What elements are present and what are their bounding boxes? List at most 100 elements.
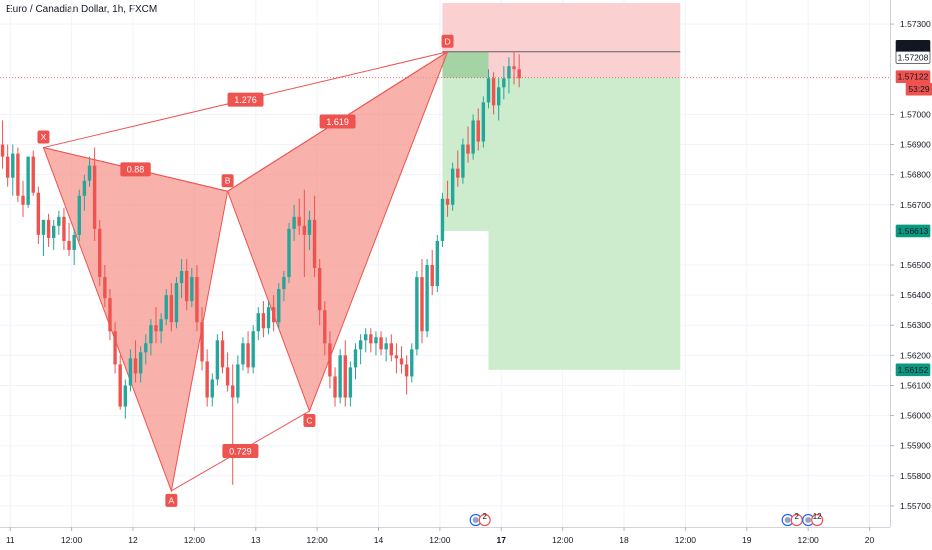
candle-body[interactable]	[266, 307, 271, 329]
candle-body[interactable]	[277, 289, 281, 323]
pattern-triangle-xab[interactable]	[42, 146, 229, 493]
candle-body[interactable]	[440, 198, 445, 241]
candle-body[interactable]	[190, 277, 194, 302]
candle-body[interactable]	[302, 225, 307, 235]
candle-body[interactable]	[21, 195, 25, 205]
candle-body[interactable]	[225, 367, 230, 386]
ratio-badge[interactable]	[227, 92, 264, 107]
candle-body[interactable]	[353, 349, 358, 368]
candle-body[interactable]	[466, 144, 470, 154]
candle-body[interactable]	[87, 165, 92, 181]
candle-body[interactable]	[62, 216, 66, 241]
candle-body[interactable]	[292, 216, 296, 229]
candle-body[interactable]	[241, 343, 245, 365]
candle-body[interactable]	[149, 325, 153, 344]
candle-body[interactable]	[36, 192, 41, 235]
pattern-point-d[interactable]	[441, 34, 454, 48]
candle-body[interactable]	[343, 355, 347, 398]
candle-body[interactable]	[394, 355, 399, 359]
candle-body[interactable]	[348, 367, 353, 398]
candle-body[interactable]	[164, 295, 168, 320]
ratio-badge[interactable]	[222, 443, 259, 458]
candle-body[interactable]	[133, 358, 138, 374]
candle-body[interactable]	[92, 165, 97, 229]
ratio-badge[interactable]	[319, 114, 356, 129]
candle-body[interactable]	[5, 156, 10, 178]
candle-body[interactable]	[108, 298, 112, 332]
candle-body[interactable]	[512, 66, 516, 70]
candle-body[interactable]	[312, 219, 317, 269]
candle-body[interactable]	[16, 153, 20, 196]
candle-body[interactable]	[364, 334, 368, 341]
candle-body[interactable]	[31, 156, 35, 193]
candle-body[interactable]	[379, 337, 383, 350]
candle-body[interactable]	[256, 313, 261, 332]
candle-body[interactable]	[52, 225, 56, 238]
candle-body[interactable]	[82, 180, 87, 196]
candle-body[interactable]	[103, 277, 107, 299]
candle-body[interactable]	[491, 78, 496, 106]
candle-body[interactable]	[307, 219, 312, 235]
candle-body[interactable]	[435, 240, 440, 287]
ratio-badge[interactable]	[120, 162, 151, 177]
candle-body[interactable]	[369, 334, 373, 344]
candle-body[interactable]	[246, 343, 250, 368]
candle-body[interactable]	[476, 120, 480, 142]
candle-body[interactable]	[195, 277, 199, 323]
candle-body[interactable]	[358, 340, 363, 350]
candle-body[interactable]	[425, 265, 429, 332]
candle-body[interactable]	[123, 385, 128, 407]
candle-body[interactable]	[169, 295, 174, 323]
candle-body[interactable]	[113, 331, 117, 365]
candle-body[interactable]	[389, 343, 393, 356]
candle-body[interactable]	[159, 319, 163, 332]
candle-body[interactable]	[72, 234, 76, 250]
candle-body[interactable]	[456, 168, 460, 178]
candle-body[interactable]	[461, 144, 465, 178]
candle-body[interactable]	[507, 66, 511, 79]
candle-body[interactable]	[323, 310, 327, 344]
candle-body[interactable]	[445, 198, 450, 205]
candle-body[interactable]	[420, 277, 424, 332]
candle-body[interactable]	[251, 331, 255, 368]
pattern-point-c[interactable]	[303, 414, 316, 428]
event-count-badge[interactable]	[478, 513, 491, 527]
candle-body[interactable]	[210, 379, 214, 398]
candle-body[interactable]	[328, 343, 332, 377]
candle-body[interactable]	[236, 364, 240, 398]
candle-body[interactable]	[287, 228, 291, 278]
candle-body[interactable]	[471, 120, 475, 154]
candle-body[interactable]	[282, 277, 286, 290]
candle-body[interactable]	[118, 364, 122, 407]
candle-body[interactable]	[215, 340, 220, 380]
candle-body[interactable]	[46, 219, 51, 238]
candle-body[interactable]	[67, 240, 71, 250]
candle-body[interactable]	[410, 349, 414, 377]
candle-body[interactable]	[497, 87, 501, 106]
candle-body[interactable]	[26, 156, 30, 205]
candle-body[interactable]	[502, 78, 506, 88]
candle-body[interactable]	[128, 358, 133, 386]
candle-body[interactable]	[317, 268, 322, 311]
pattern-point-x[interactable]	[37, 130, 50, 144]
event-count-badge[interactable]	[811, 513, 824, 527]
time-axis[interactable]	[0, 528, 932, 550]
candle-body[interactable]	[184, 271, 189, 302]
candle-body[interactable]	[205, 361, 209, 398]
candle-body[interactable]	[57, 216, 61, 226]
candle-body[interactable]	[384, 343, 388, 350]
candle-body[interactable]	[220, 340, 225, 368]
candle-body[interactable]	[399, 358, 404, 365]
candle-body[interactable]	[154, 325, 158, 332]
candle-body[interactable]	[374, 337, 378, 344]
candle-body[interactable]	[404, 364, 409, 377]
candle-body[interactable]	[98, 228, 102, 278]
candle-body[interactable]	[481, 102, 486, 142]
candle-body[interactable]	[138, 352, 143, 374]
candle-body[interactable]	[415, 277, 419, 350]
candle-body[interactable]	[174, 283, 179, 323]
candle-body[interactable]	[77, 195, 81, 235]
candle-body[interactable]	[430, 265, 434, 287]
candle-body[interactable]	[338, 355, 342, 398]
candle-body[interactable]	[450, 168, 455, 205]
